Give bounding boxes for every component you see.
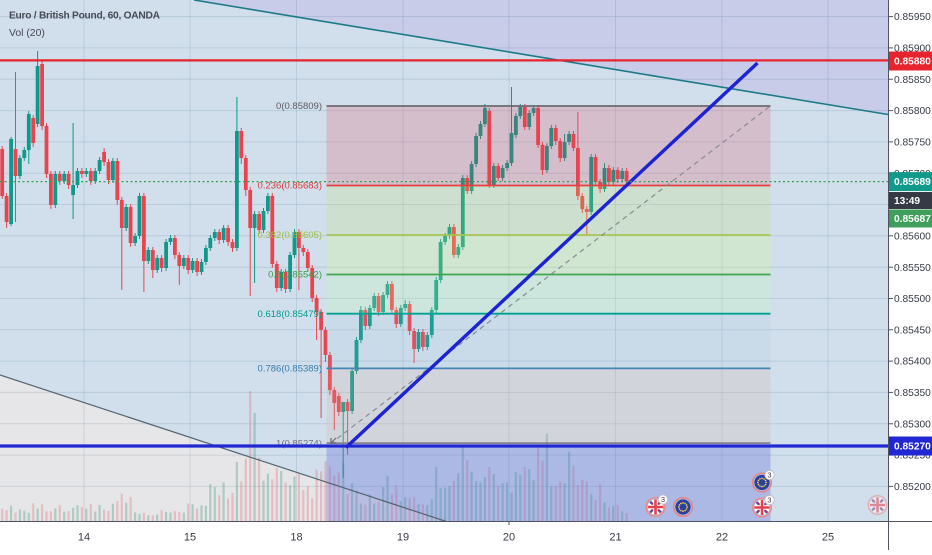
svg-text:15: 15 — [184, 532, 196, 544]
svg-text:19: 19 — [397, 532, 409, 544]
svg-text:0.85500: 0.85500 — [894, 294, 931, 305]
svg-text:22: 22 — [716, 532, 728, 544]
svg-text:Euro / British Pound, 60, OAND: Euro / British Pound, 60, OANDA — [9, 11, 161, 22]
svg-text:0.85450: 0.85450 — [894, 325, 931, 336]
svg-text:25: 25 — [822, 532, 834, 544]
svg-text:20: 20 — [503, 532, 515, 544]
svg-text:0.85800: 0.85800 — [894, 106, 931, 117]
svg-text:0.85687: 0.85687 — [894, 214, 931, 225]
svg-text:Vol (20): Vol (20) — [9, 28, 45, 39]
svg-text:1(0.85274): 1(0.85274) — [276, 438, 322, 449]
svg-text:0.85300: 0.85300 — [894, 419, 931, 430]
svg-text:21: 21 — [609, 532, 621, 544]
svg-text:0.85880: 0.85880 — [894, 57, 931, 68]
svg-text:0.85250: 0.85250 — [894, 451, 931, 462]
svg-text:14: 14 — [78, 532, 90, 544]
svg-text:0.85400: 0.85400 — [894, 357, 931, 368]
svg-text:0.85850: 0.85850 — [894, 75, 931, 86]
svg-text:0.236(0.85683): 0.236(0.85683) — [258, 181, 322, 192]
svg-text:0.786(0.85389): 0.786(0.85389) — [258, 364, 322, 375]
svg-text:3: 3 — [767, 496, 771, 505]
svg-text:0.85750: 0.85750 — [894, 138, 931, 149]
svg-text:0(0.85809): 0(0.85809) — [276, 101, 322, 112]
svg-text:0.618(0.85479): 0.618(0.85479) — [258, 309, 322, 320]
svg-text:0.85600: 0.85600 — [894, 231, 931, 242]
svg-text:3: 3 — [661, 495, 665, 504]
svg-text:0.85550: 0.85550 — [894, 263, 931, 274]
svg-text:0.85900: 0.85900 — [894, 44, 931, 55]
svg-text:0.382(0.85605): 0.382(0.85605) — [258, 230, 322, 241]
svg-text:0.85689: 0.85689 — [894, 177, 931, 188]
svg-text:0.85950: 0.85950 — [894, 12, 931, 23]
svg-text:18: 18 — [290, 532, 302, 544]
svg-text:0.85200: 0.85200 — [894, 482, 931, 493]
svg-text:0.85350: 0.85350 — [894, 388, 931, 399]
svg-text:3: 3 — [767, 471, 771, 480]
svg-text:0.85270: 0.85270 — [894, 442, 931, 453]
svg-text:13:49: 13:49 — [894, 196, 920, 207]
svg-text:0.5(0.85542): 0.5(0.85542) — [268, 270, 322, 281]
